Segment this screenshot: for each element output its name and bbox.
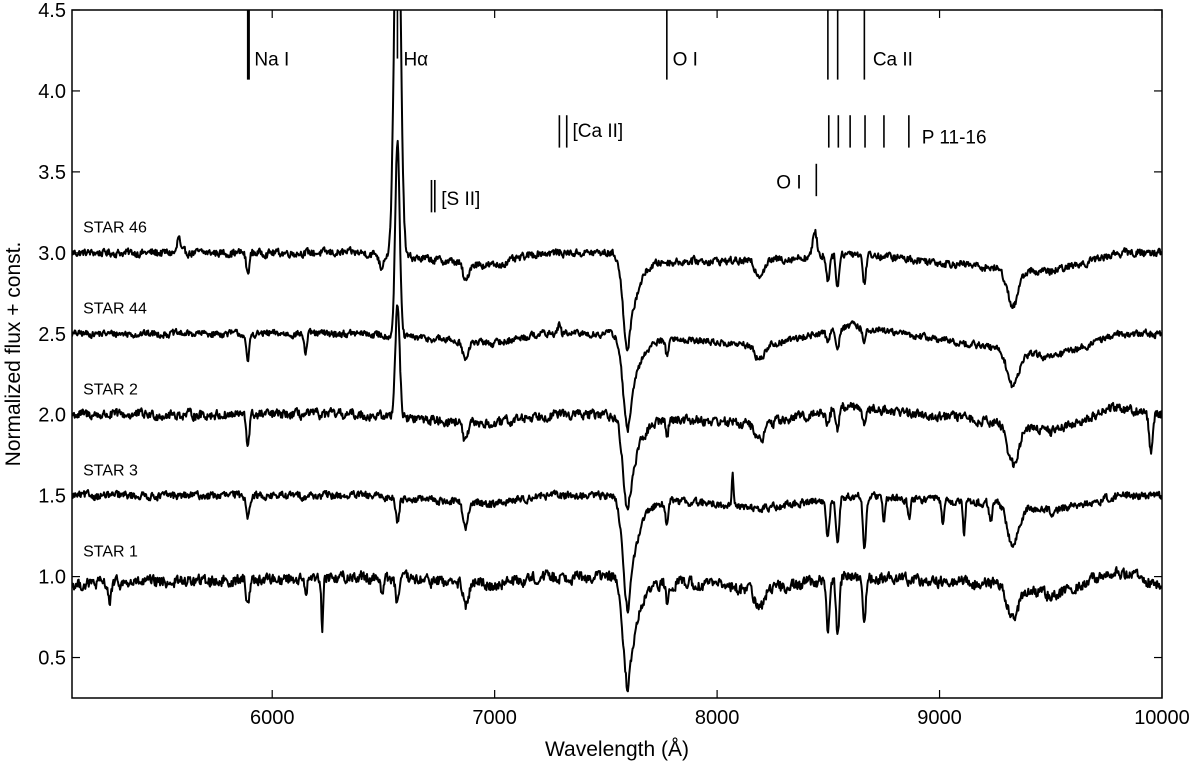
line-id-label-0: Na I <box>254 50 289 71</box>
line-id-label-3: Ca II <box>873 50 913 71</box>
spectrum-line-star-3 <box>72 471 1162 614</box>
line-id-label-4: [Ca II] <box>573 121 624 142</box>
y-tick-label-6: 3.5 <box>38 162 66 184</box>
spectrum-line-star-1 <box>72 566 1162 693</box>
spectrum-line-star-44 <box>72 139 1162 433</box>
series-label-star-46: STAR 46 <box>83 220 147 237</box>
y-tick-label-0: 0.5 <box>38 648 66 670</box>
x-tick-label-3: 9000 <box>917 707 962 729</box>
plot-area <box>72 10 1162 693</box>
line-id-label-6: O I <box>776 173 801 194</box>
y-tick-label-3: 2.0 <box>38 405 66 427</box>
y-tick-label-2: 1.5 <box>38 486 66 508</box>
series-label-star-2: STAR 2 <box>83 382 138 399</box>
spectrum-line-star-2 <box>72 304 1162 511</box>
series-label-star-44: STAR 44 <box>83 301 147 318</box>
y-tick-label-4: 2.5 <box>38 324 66 346</box>
line-id-label-2: O I <box>673 50 698 71</box>
series-label-star-3: STAR 3 <box>83 462 138 479</box>
y-axis-label: Normalized flux + const. <box>2 242 25 467</box>
x-tick-label-2: 8000 <box>695 707 740 729</box>
x-tick-label-0: 6000 <box>250 707 295 729</box>
spectrum-line-star-46 <box>72 10 1162 352</box>
line-id-label-1: Hα <box>403 50 428 71</box>
x-tick-label-4: 10000 <box>1134 707 1190 729</box>
plot-frame <box>71 9 1163 699</box>
line-id-label-7: [S II] <box>441 189 480 210</box>
y-tick-label-8: 4.5 <box>38 0 66 22</box>
y-tick-label-1: 1.0 <box>38 567 66 589</box>
line-id-label-5: P 11-16 <box>922 127 987 148</box>
y-tick-label-7: 4.0 <box>38 81 66 103</box>
series-label-star-1: STAR 1 <box>83 543 138 560</box>
x-tick-label-1: 7000 <box>472 707 517 729</box>
y-tick-label-5: 3.0 <box>38 243 66 265</box>
x-axis-label: Wavelength (Å) <box>545 738 689 761</box>
